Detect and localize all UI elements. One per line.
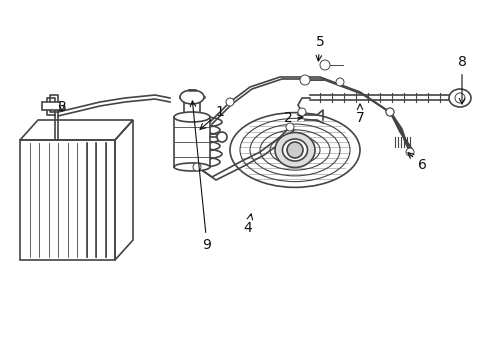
Circle shape <box>385 108 393 116</box>
Text: 1: 1 <box>200 105 224 129</box>
Text: 7: 7 <box>355 104 364 125</box>
Circle shape <box>193 163 201 171</box>
Ellipse shape <box>180 90 203 104</box>
Circle shape <box>285 123 293 131</box>
Circle shape <box>385 108 393 116</box>
Circle shape <box>217 132 226 142</box>
Circle shape <box>286 142 303 158</box>
Ellipse shape <box>269 136 319 165</box>
Circle shape <box>299 75 309 85</box>
Ellipse shape <box>282 139 307 161</box>
Text: 6: 6 <box>407 153 426 172</box>
FancyBboxPatch shape <box>174 117 209 167</box>
Text: 2: 2 <box>283 111 303 125</box>
Ellipse shape <box>229 113 359 187</box>
Text: 5: 5 <box>315 35 324 61</box>
Circle shape <box>335 78 343 86</box>
Circle shape <box>454 93 464 103</box>
Circle shape <box>225 98 234 106</box>
Circle shape <box>297 108 305 116</box>
Circle shape <box>405 148 413 156</box>
Text: 4: 4 <box>243 214 252 235</box>
Ellipse shape <box>274 132 314 167</box>
Ellipse shape <box>174 112 209 122</box>
Ellipse shape <box>260 130 329 170</box>
Circle shape <box>319 60 329 70</box>
Text: 3: 3 <box>58 100 66 114</box>
Text: 9: 9 <box>190 101 211 252</box>
Text: 8: 8 <box>457 55 466 104</box>
Bar <box>42 102 60 110</box>
Ellipse shape <box>174 163 209 171</box>
Ellipse shape <box>448 89 470 107</box>
Ellipse shape <box>249 124 339 176</box>
Ellipse shape <box>240 118 349 182</box>
